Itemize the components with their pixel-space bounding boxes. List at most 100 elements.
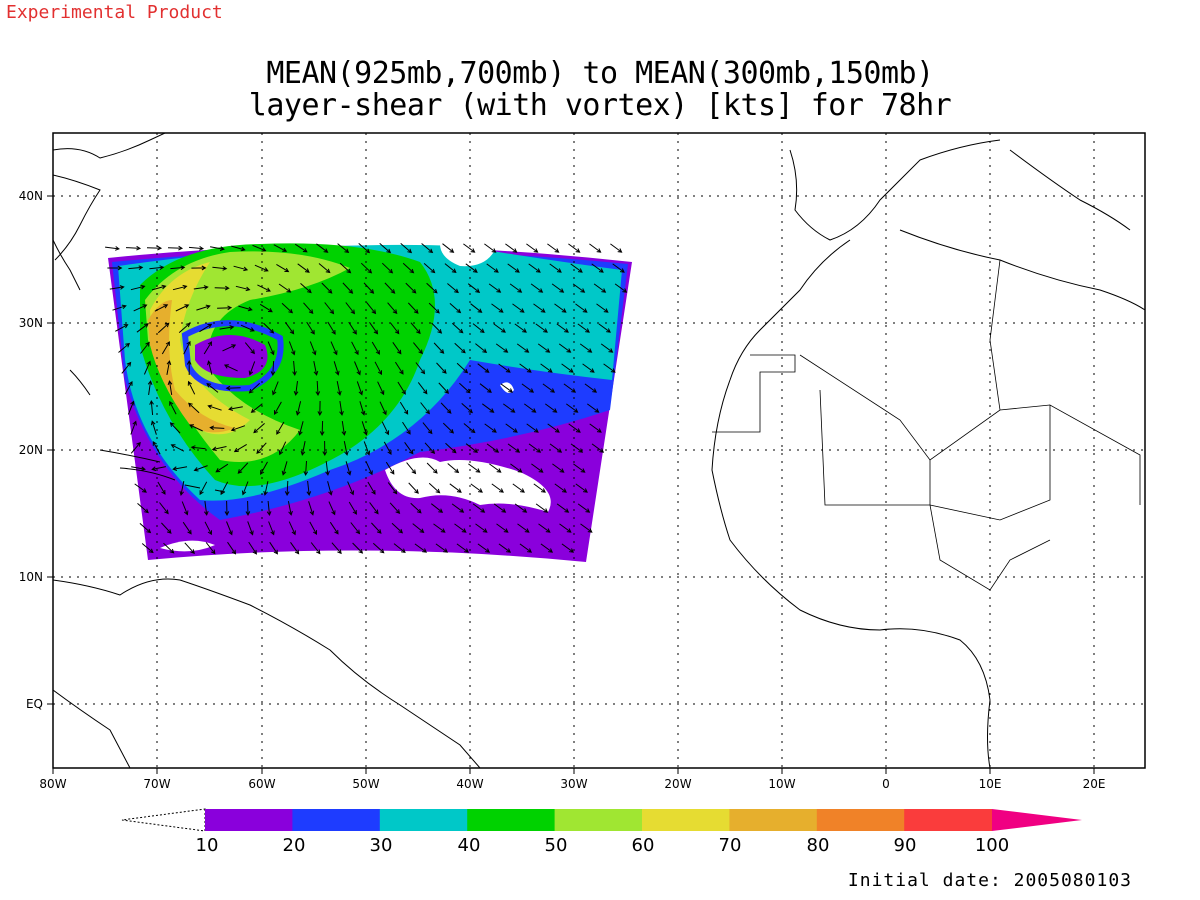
wind-arrow xyxy=(570,263,583,273)
lon-label: 20E xyxy=(1083,777,1106,791)
wind-arrow xyxy=(589,423,602,433)
wind-vectors xyxy=(105,243,628,555)
wind-arrow xyxy=(489,463,502,473)
wind-arrow xyxy=(281,461,288,476)
wind-arrow xyxy=(130,420,137,435)
lon-label: 60W xyxy=(248,777,275,791)
lon-label: 0 xyxy=(882,777,890,791)
wind-arrow xyxy=(535,503,549,513)
colorbar-label: 100 xyxy=(975,835,1009,856)
wind-arrow xyxy=(356,381,363,396)
wind-arrow xyxy=(191,265,207,271)
wind-arrow xyxy=(552,463,565,473)
wind-arrow xyxy=(211,446,227,452)
wind-arrow xyxy=(224,500,230,517)
wind-arrow xyxy=(136,323,149,333)
wind-arrow xyxy=(463,243,476,253)
wind-arrow xyxy=(278,441,287,456)
wind-arrow xyxy=(348,501,357,515)
wind-arrow xyxy=(341,421,347,436)
wind-arrow xyxy=(584,383,598,393)
wind-arrow xyxy=(203,501,209,516)
wind-arrow xyxy=(507,263,520,273)
wind-arrow xyxy=(360,262,373,274)
wind-arrow xyxy=(254,264,269,272)
wind-arrow xyxy=(405,282,417,294)
wind-arrow xyxy=(151,466,167,472)
wind-arrow xyxy=(482,403,495,413)
wind-arrow xyxy=(290,542,300,555)
country-borders xyxy=(712,259,1141,591)
wind-arrow xyxy=(591,443,605,453)
lon-label: 10E xyxy=(979,777,1002,791)
wind-arrow xyxy=(112,304,127,311)
wind-arrow xyxy=(372,542,385,554)
wind-arrow xyxy=(327,321,336,335)
wind-arrow xyxy=(449,483,462,493)
wind-arrow xyxy=(331,542,342,555)
wind-arrow xyxy=(315,380,321,397)
wind-arrow xyxy=(166,360,172,375)
wind-arrow xyxy=(389,502,401,514)
wind-arrow xyxy=(199,323,213,333)
wind-arrow xyxy=(488,283,502,293)
wind-arrow xyxy=(184,542,195,554)
wind-arrow xyxy=(253,423,265,434)
wind-arrow xyxy=(614,283,628,293)
wind-arrow xyxy=(214,285,230,291)
wind-arrow xyxy=(475,343,488,354)
wind-arrow xyxy=(491,303,504,313)
wind-arrow xyxy=(510,463,523,473)
wind-arrow xyxy=(610,243,623,253)
wind-arrow xyxy=(225,385,241,391)
vortex-center xyxy=(195,335,268,378)
wind-arrow xyxy=(222,344,237,352)
wind-arrow xyxy=(389,322,400,335)
wind-arrow xyxy=(223,364,238,372)
wind-arrow xyxy=(345,461,352,476)
wind-arrow xyxy=(577,503,591,513)
wind-arrow xyxy=(188,402,200,414)
wind-arrow xyxy=(598,323,611,333)
wind-arrow xyxy=(278,283,292,293)
wind-arrow xyxy=(354,361,361,376)
colorbar-low-arrow xyxy=(121,808,206,832)
wind-arrow xyxy=(322,440,328,457)
africa-coast xyxy=(711,229,1145,768)
wind-arrow xyxy=(547,423,560,433)
wind-arrow xyxy=(554,483,567,493)
wind-arrow xyxy=(600,343,614,353)
colorbar-label: 10 xyxy=(196,835,219,856)
wind-arrow xyxy=(152,441,161,455)
wind-arrow xyxy=(159,502,169,515)
wind-arrow xyxy=(266,500,272,517)
wind-arrow xyxy=(199,481,208,496)
wind-arrow xyxy=(526,423,539,433)
border-west-africa xyxy=(712,354,796,433)
wind-arrow xyxy=(440,402,452,414)
wind-arrow xyxy=(193,285,209,290)
wind-arrow xyxy=(127,400,135,415)
lat-label: 40N xyxy=(19,189,43,203)
colorbar-label: 80 xyxy=(807,835,830,856)
chart-title-line1: MEAN(925mb,700mb) to MEAN(300mb,150mb) xyxy=(266,56,934,91)
wind-arrow xyxy=(324,302,335,315)
wind-arrow xyxy=(568,243,581,253)
wind-arrow xyxy=(157,322,170,334)
wind-arrow xyxy=(579,343,593,353)
wind-arrow xyxy=(459,382,471,394)
wind-arrow xyxy=(303,460,309,477)
wind-arrow xyxy=(369,322,379,335)
wind-arrow xyxy=(121,361,132,374)
wind-arrow xyxy=(316,243,329,253)
wind-arrow xyxy=(287,501,293,516)
wind-arrow xyxy=(163,542,175,554)
wind-arrow xyxy=(408,482,419,494)
wind-arrow xyxy=(247,521,254,536)
wind-arrow xyxy=(512,483,525,493)
wind-arrow xyxy=(374,361,382,376)
wind-arrow xyxy=(284,480,290,497)
wind-arrow xyxy=(313,361,319,376)
wind-arrow xyxy=(207,404,222,411)
